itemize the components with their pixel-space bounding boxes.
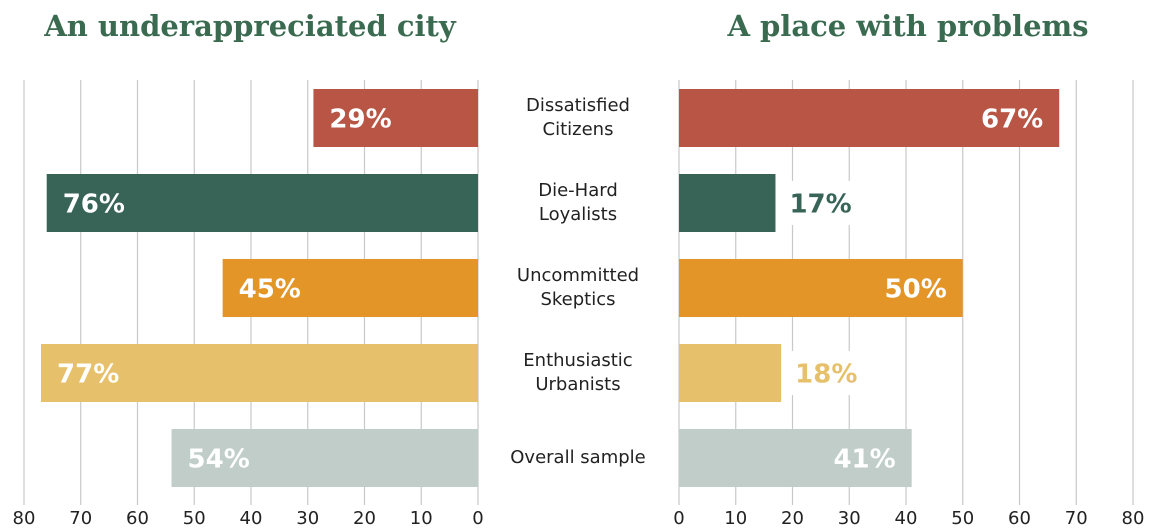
value-label: 45%: [239, 275, 301, 305]
x-tick-label: 20: [353, 508, 376, 529]
value-label: 77%: [57, 360, 119, 390]
chart-title: A place with problems: [726, 9, 1088, 43]
x-tick-label: 20: [781, 508, 804, 529]
x-tick-label: 0: [673, 508, 684, 529]
x-tick-label: 30: [296, 508, 319, 529]
chart-title: An underappreciated city: [43, 9, 457, 43]
bar: [679, 89, 1060, 147]
value-label: 54%: [188, 445, 250, 475]
x-tick-label: 80: [1122, 508, 1145, 529]
x-tick-label: 60: [126, 508, 149, 529]
x-tick-label: 0: [472, 508, 483, 529]
x-tick-label: 70: [1065, 508, 1088, 529]
value-label: 17%: [789, 190, 851, 220]
x-tick-label: 70: [69, 508, 92, 529]
bar: [679, 344, 782, 402]
category-label: Dissatisfied Citizens: [526, 95, 630, 140]
label-backing: [781, 181, 854, 225]
value-label: 29%: [329, 105, 391, 135]
x-tick-label: 40: [895, 508, 918, 529]
category-label: Overall sample: [510, 447, 646, 468]
x-tick-label: 80: [13, 508, 36, 529]
x-tick-label: 30: [838, 508, 861, 529]
value-label: 50%: [885, 275, 947, 305]
x-tick-label: 10: [410, 508, 433, 529]
x-tick-label: 40: [240, 508, 263, 529]
x-tick-label: 10: [724, 508, 747, 529]
value-label: 76%: [63, 190, 125, 220]
bar: [222, 259, 478, 317]
value-label: 18%: [795, 360, 857, 390]
category-label: Uncommitted Skeptics: [516, 265, 640, 310]
x-tick-label: 60: [1008, 508, 1031, 529]
bar: [679, 429, 912, 487]
bar: [171, 429, 479, 487]
value-label: 41%: [833, 445, 895, 475]
label-backing: [787, 351, 860, 395]
bar: [313, 89, 478, 147]
bar: [41, 344, 479, 402]
category-label: Enthusiastic Urbanists: [523, 350, 633, 395]
x-tick-label: 50: [951, 508, 974, 529]
bar: [679, 174, 776, 232]
value-label: 67%: [981, 105, 1043, 135]
bar: [46, 174, 478, 232]
x-tick-label: 50: [183, 508, 206, 529]
category-label: Die-Hard Loyalists: [538, 180, 618, 225]
bar: [679, 259, 963, 317]
